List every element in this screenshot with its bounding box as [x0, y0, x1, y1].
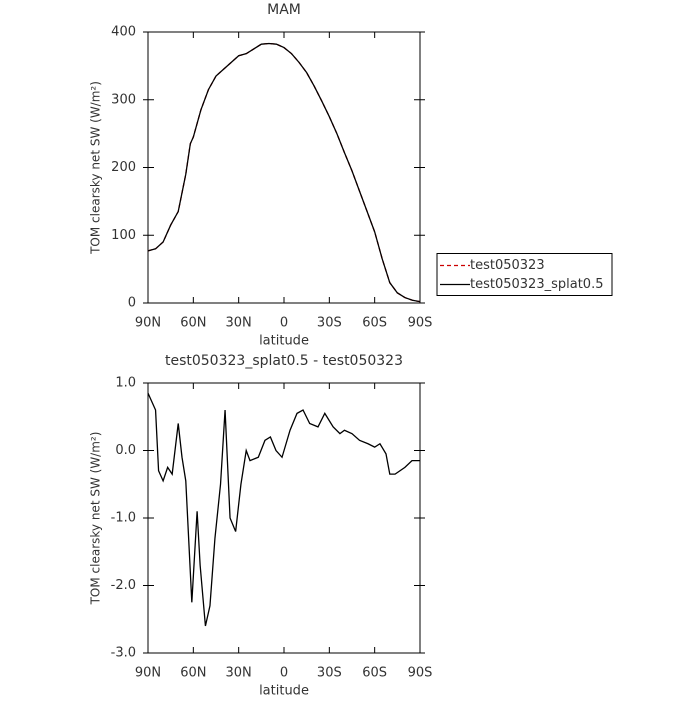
x-tick-label: 60N: [180, 316, 206, 331]
data-line: [147, 42, 421, 303]
data-line: [147, 42, 421, 303]
x-axis-label: latitude: [259, 684, 309, 699]
legend-label: test050323: [470, 258, 545, 273]
x-tick-label: 30S: [317, 316, 342, 331]
x-tick-label: 30N: [226, 316, 252, 331]
y-tick-label: 400: [111, 25, 136, 40]
x-tick-label: 90S: [408, 316, 433, 331]
y-tick-label: 0: [128, 296, 136, 311]
y-tick-label: -1.0: [111, 511, 136, 526]
legend-label: test050323_splat0.5: [470, 277, 603, 292]
legend-box: [436, 253, 613, 296]
x-tick-label: 30S: [317, 666, 342, 681]
x-tick-label: 0: [280, 316, 288, 331]
x-axis-label: latitude: [259, 334, 309, 349]
chart-title: test050323_splat0.5 - test050323: [165, 353, 403, 369]
y-tick-label: 1.0: [115, 376, 136, 391]
x-tick-label: 60N: [180, 666, 206, 681]
plot-frame: [147, 382, 421, 654]
y-tick-label: -3.0: [111, 646, 136, 661]
x-tick-label: 60S: [362, 666, 387, 681]
x-tick-label: 30N: [226, 666, 252, 681]
x-tick-label: 90S: [408, 666, 433, 681]
y-tick-label: 0.0: [115, 443, 136, 458]
data-line: [147, 392, 420, 627]
x-tick-label: 90N: [135, 316, 161, 331]
y-tick-label: 100: [111, 228, 136, 243]
y-tick-label: -2.0: [111, 578, 136, 593]
y-tick-label: 300: [111, 92, 136, 107]
plot-frame: [147, 31, 421, 304]
chart-title: MAM: [267, 2, 301, 18]
x-tick-label: 60S: [362, 316, 387, 331]
x-tick-label: 0: [280, 666, 288, 681]
y-axis-label: TOM clearsky net SW (W/m²): [89, 81, 103, 255]
y-axis-label: TOM clearsky net SW (W/m²): [89, 432, 103, 606]
y-tick-label: 200: [111, 160, 136, 175]
x-tick-label: 90N: [135, 666, 161, 681]
